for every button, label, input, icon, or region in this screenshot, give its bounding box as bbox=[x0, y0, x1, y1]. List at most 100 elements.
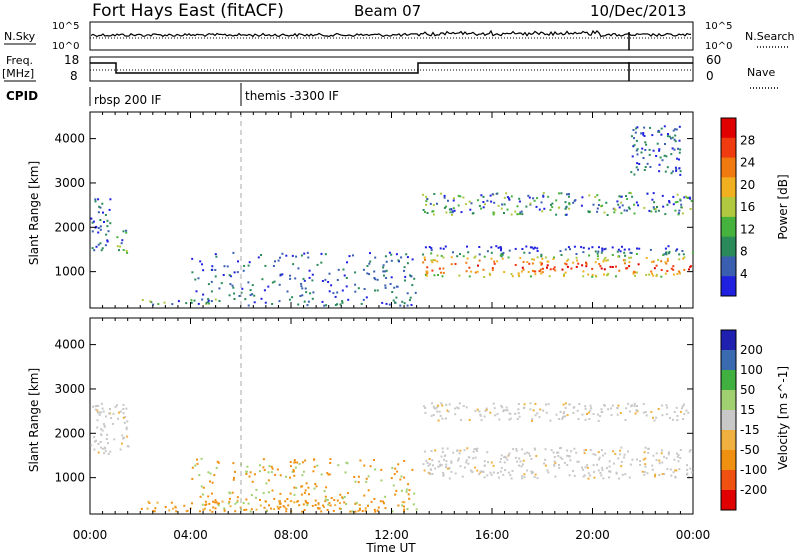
power-cell bbox=[620, 212, 623, 215]
power-cell bbox=[495, 192, 498, 195]
velocity-cell bbox=[111, 422, 114, 425]
power-cell bbox=[688, 268, 690, 271]
power-cell bbox=[609, 265, 612, 268]
power-cell bbox=[323, 304, 326, 307]
velocity-cell bbox=[610, 407, 612, 410]
velocity-cell bbox=[255, 496, 257, 499]
velocity-cell bbox=[94, 405, 97, 408]
power-cell bbox=[316, 263, 319, 266]
velocity-cell bbox=[620, 465, 623, 468]
power-cell bbox=[549, 268, 552, 271]
power-cell bbox=[677, 147, 679, 150]
velocity-cell bbox=[438, 464, 441, 467]
velocity-cell bbox=[592, 464, 595, 467]
power-cell bbox=[490, 251, 493, 254]
velocity-cell bbox=[211, 492, 213, 495]
velocity-cell bbox=[612, 462, 615, 465]
power-cell bbox=[531, 258, 534, 261]
velocity-colorbar-tick: 100 bbox=[740, 363, 763, 377]
velocity-cell bbox=[216, 460, 219, 463]
power-cell bbox=[163, 301, 166, 304]
velocity-cell bbox=[516, 460, 519, 463]
x-tick-label: 20:00 bbox=[575, 528, 610, 542]
velocity-cell bbox=[242, 502, 245, 505]
velocity-cell bbox=[450, 470, 453, 473]
velocity-cell bbox=[458, 452, 461, 455]
power-cell bbox=[450, 256, 453, 259]
power-cell bbox=[656, 142, 659, 145]
velocity-cell bbox=[476, 408, 479, 411]
velocity-cell bbox=[465, 459, 468, 462]
power-cell bbox=[302, 277, 305, 280]
velocity-cell bbox=[292, 470, 295, 473]
power-cell bbox=[324, 278, 327, 281]
power-cell bbox=[547, 195, 550, 198]
velocity-cell bbox=[286, 498, 289, 500]
power-cell bbox=[672, 129, 675, 132]
power-cell bbox=[636, 247, 638, 250]
velocity-cell bbox=[212, 506, 215, 509]
power-cell bbox=[691, 251, 694, 254]
power-cell bbox=[214, 298, 217, 301]
power-colorbar-block bbox=[721, 137, 736, 159]
power-cell bbox=[90, 217, 93, 220]
power-cell bbox=[615, 275, 617, 278]
power-cell bbox=[521, 213, 524, 216]
power-cell bbox=[531, 246, 534, 249]
velocity-cell bbox=[646, 472, 649, 475]
velocity-cell bbox=[610, 414, 613, 417]
power-cell bbox=[530, 275, 532, 278]
power-cell bbox=[522, 261, 525, 263]
velocity-colorbar-tick: 50 bbox=[740, 383, 755, 397]
power-colorbar-tick: 8 bbox=[740, 245, 748, 259]
power-cell bbox=[476, 270, 479, 273]
power-cell bbox=[425, 203, 427, 206]
velocity-cell bbox=[464, 466, 466, 469]
power-cell bbox=[423, 256, 426, 259]
power-cell bbox=[643, 169, 646, 171]
power-cell bbox=[489, 194, 492, 197]
power-cell bbox=[354, 283, 357, 286]
power-cell bbox=[346, 261, 348, 264]
velocity-cell bbox=[609, 470, 612, 473]
power-cell bbox=[541, 271, 544, 274]
power-cell bbox=[496, 260, 499, 263]
velocity-cell bbox=[349, 510, 352, 513]
velocity-cell bbox=[282, 505, 285, 508]
power-cell bbox=[633, 137, 635, 140]
power-colorbar-block bbox=[721, 157, 736, 178]
power-cell bbox=[542, 195, 545, 198]
power-cell bbox=[177, 300, 180, 303]
velocity-cell bbox=[234, 510, 237, 513]
power-cell bbox=[366, 265, 369, 267]
power-cell bbox=[107, 230, 110, 233]
power-cell bbox=[426, 212, 429, 214]
power-cell bbox=[633, 173, 636, 176]
velocity-cell bbox=[236, 501, 239, 504]
velocity-cell bbox=[408, 497, 411, 500]
velocity-cell bbox=[317, 507, 320, 509]
velocity-cell bbox=[683, 413, 686, 416]
velocity-cell bbox=[667, 453, 670, 456]
velocity-cell bbox=[650, 410, 653, 413]
power-cell bbox=[478, 259, 481, 262]
power-cell bbox=[617, 255, 620, 258]
power-cell bbox=[334, 295, 337, 298]
velocity-cell bbox=[529, 402, 532, 405]
power-cell bbox=[320, 261, 323, 264]
velocity-cell bbox=[313, 487, 316, 490]
velocity-cell bbox=[403, 508, 406, 511]
velocity-cell bbox=[460, 419, 462, 422]
y-tick-label: 2000 bbox=[54, 426, 85, 440]
power-cell bbox=[197, 302, 200, 305]
power-cell bbox=[652, 192, 655, 195]
velocity-cell bbox=[486, 474, 489, 477]
velocity-cell bbox=[597, 419, 600, 422]
velocity-cell bbox=[304, 489, 307, 492]
power-cell bbox=[632, 272, 635, 275]
velocity-cell bbox=[469, 469, 472, 472]
power-cell bbox=[281, 273, 284, 276]
velocity-cell bbox=[94, 408, 97, 411]
velocity-cell bbox=[602, 477, 605, 480]
power-cell bbox=[433, 274, 436, 277]
